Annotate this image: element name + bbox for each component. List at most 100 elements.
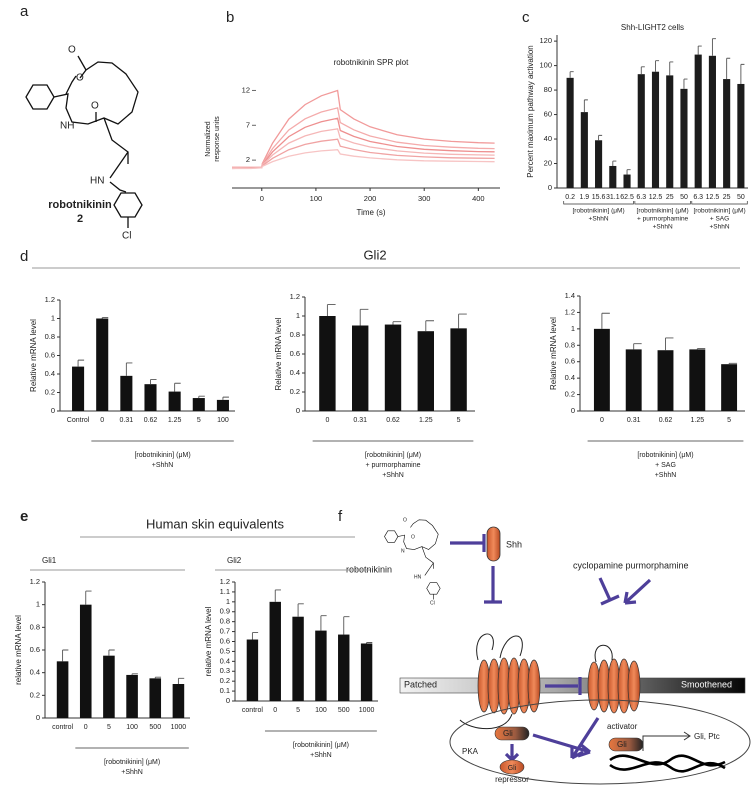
atom: O [411, 534, 415, 540]
error-bar [640, 66, 645, 75]
panel-label: c [522, 9, 530, 26]
y-tick-label: 0.6 [45, 350, 55, 359]
bond [424, 562, 434, 576]
bar [625, 349, 642, 411]
y-tick-label: 60 [544, 110, 552, 119]
diagram-label: Gli, Ptc [694, 732, 720, 741]
x-axis-label: [robotnikinin] (μM) [134, 452, 190, 459]
y-axis-label: Relative mRNA level [549, 317, 558, 390]
x-tick-label: 5 [107, 724, 111, 731]
y-tick-label: 1 [36, 600, 40, 609]
error-bar [85, 590, 92, 605]
group-label: + SAG [710, 216, 729, 223]
x-tick-label: 0 [325, 417, 329, 424]
y-tick-label: 7 [246, 120, 250, 129]
y-tick-label: 0.5 [220, 646, 230, 655]
y-tick-label: 1 [571, 324, 575, 333]
y-tick-label: 0 [571, 406, 575, 415]
error-bar [131, 673, 138, 675]
x-axis-label: [robotnikinin] (μM) [637, 452, 693, 459]
group-bracket [563, 201, 634, 205]
bar [708, 55, 716, 188]
error-bar [728, 362, 738, 365]
error-bar [697, 45, 702, 55]
bond [397, 519, 439, 550]
x-tick-label: Control [67, 417, 90, 424]
error-bar [77, 359, 85, 367]
error-bar [569, 71, 574, 78]
x-tick-label: 1.9 [579, 194, 589, 201]
x-tick-label: 12.5 [706, 194, 720, 201]
x-tick-label: 500 [149, 724, 161, 731]
bond [384, 530, 399, 543]
section-heading: Human skin equivalents [146, 516, 285, 531]
y-tick-label: 0.4 [30, 668, 40, 677]
y-tick-label: 0.1 [220, 686, 230, 695]
panel-label: b [226, 9, 234, 26]
y-tick-label: 1 [51, 313, 55, 322]
y-tick-label: 0.8 [220, 617, 230, 626]
bar [216, 399, 229, 411]
error-bar [177, 677, 185, 684]
y-tick-label: 1.2 [220, 577, 230, 586]
error-bar [655, 60, 660, 72]
group-bracket [691, 201, 748, 205]
nucleus [449, 699, 751, 785]
x-tick-label: 25 [666, 194, 674, 201]
panel-label: e [20, 508, 28, 525]
bond [109, 181, 127, 193]
error-bar [665, 337, 674, 351]
x-tick-label: 25 [723, 194, 731, 201]
y-tick-label: 0 [51, 406, 55, 415]
x-tick-label: 31.1 [606, 194, 620, 201]
error-bar [696, 348, 706, 350]
y-tick-label: 0.3 [220, 666, 230, 675]
bar [103, 655, 115, 718]
x-tick-label: control [52, 724, 73, 731]
x-tick-label: 1.25 [690, 417, 704, 424]
y-tick-label: 0.8 [290, 330, 300, 339]
atom: O [68, 45, 76, 56]
bond [25, 84, 55, 110]
loop [459, 633, 523, 730]
trace [232, 117, 495, 169]
x-tick-label: 0 [100, 417, 104, 424]
error-bar [251, 632, 259, 640]
x-tick-label: 0 [600, 417, 604, 424]
pathway-diagram: O O N HN Cl robotnikinin Shh Patched Smo… [346, 517, 751, 785]
helix [527, 659, 541, 713]
error-bar [174, 382, 181, 392]
x-tick-label: 12.5 [649, 194, 663, 201]
y-tick-label: 0 [296, 406, 300, 415]
error-bar [726, 57, 731, 80]
error-bar [108, 649, 115, 656]
bar [689, 349, 706, 411]
error-bar [274, 589, 281, 602]
bar [737, 83, 745, 188]
diagram-label: robotnikinin [346, 564, 392, 574]
x-axis-label: +ShhN [382, 472, 404, 479]
bar [595, 140, 603, 188]
y-tick-label: 0 [226, 696, 230, 705]
y-tick-label: 80 [544, 85, 552, 94]
gli-protein [494, 726, 530, 741]
y-tick-label: 1.1 [220, 587, 230, 596]
error-bar [612, 160, 617, 166]
bar [149, 678, 162, 718]
activation [532, 733, 591, 758]
x-tick-label: 300 [418, 194, 431, 203]
bond [426, 582, 441, 595]
x-tick-label: 5 [457, 417, 461, 424]
y-axis-label: Relative mRNA level [29, 319, 38, 392]
error-bar [222, 396, 229, 400]
y-tick-label: 0.2 [290, 387, 300, 396]
error-bar [601, 312, 610, 329]
x-axis-label: [robotnikinin] (μM) [104, 759, 160, 766]
y-axis-label: Normalized [205, 121, 212, 157]
x-tick-label: 50 [737, 194, 745, 201]
trace [232, 149, 495, 170]
group-label: [robotnikinin] (μM) [637, 208, 689, 215]
group-bracket [634, 201, 691, 205]
y-tick-label: 20 [544, 159, 552, 168]
